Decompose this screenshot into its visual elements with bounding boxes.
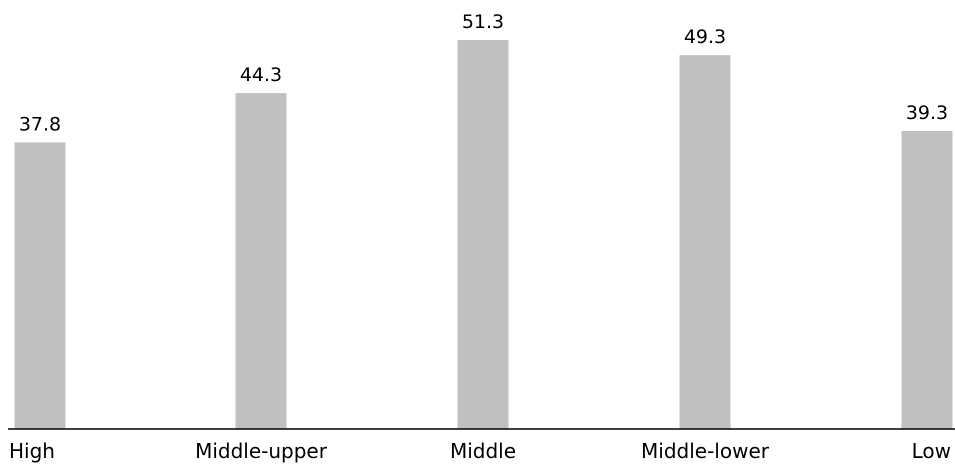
- bar-middle: [457, 40, 509, 429]
- category-label: Middle-upper: [195, 439, 328, 463]
- bar-middle-upper: [235, 93, 287, 429]
- category-label: Low: [912, 439, 951, 463]
- bar-low: [901, 131, 953, 429]
- value-label: 39.3: [906, 102, 948, 124]
- category-label: Middle-lower: [641, 439, 770, 463]
- category-label: High: [9, 439, 55, 463]
- value-label: 49.3: [684, 26, 726, 48]
- category-labels-group: High Middle-upper Middle Middle-lower Low: [9, 439, 951, 463]
- value-labels-group: 37.8 44.3 51.3 49.3 39.3: [19, 11, 948, 135]
- category-label: Middle: [450, 439, 516, 463]
- bar-high: [14, 142, 66, 429]
- value-label: 44.3: [240, 64, 282, 86]
- value-label: 51.3: [462, 11, 504, 33]
- value-label: 37.8: [19, 113, 61, 135]
- bars-group: [14, 40, 953, 429]
- bar-middle-lower: [679, 55, 731, 429]
